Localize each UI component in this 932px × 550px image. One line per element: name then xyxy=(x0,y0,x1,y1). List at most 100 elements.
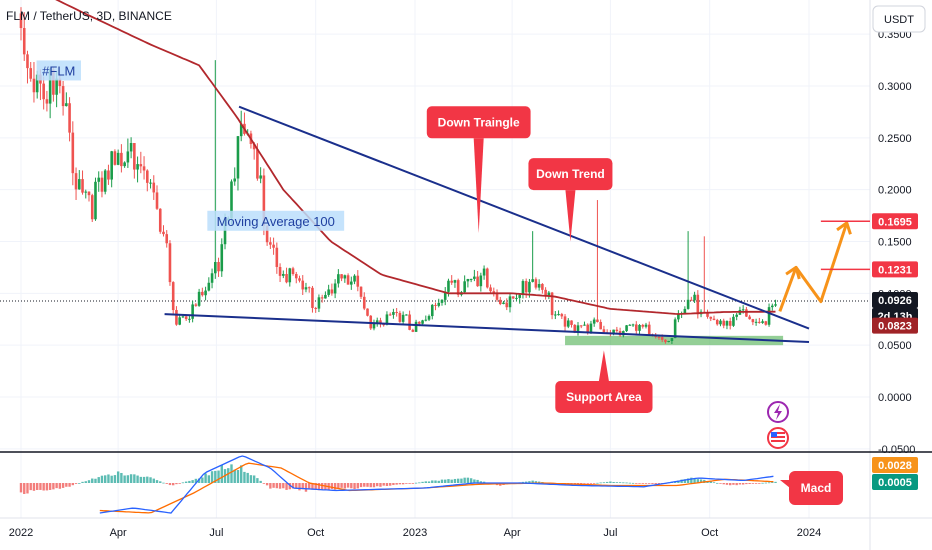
candle-body[interactable] xyxy=(447,280,450,292)
candle-body[interactable] xyxy=(194,304,198,306)
candle-body[interactable] xyxy=(563,316,567,327)
candle-body[interactable] xyxy=(84,191,88,193)
candle-body[interactable] xyxy=(505,302,509,308)
candle-body[interactable] xyxy=(405,314,408,316)
candle-body[interactable] xyxy=(754,321,758,323)
candle-body[interactable] xyxy=(307,287,311,289)
currency-button[interactable]: USDT xyxy=(872,5,926,33)
candle-body[interactable] xyxy=(288,268,292,283)
macd-price-tag[interactable]: 0.0005 xyxy=(872,474,918,490)
candle-body[interactable] xyxy=(42,83,45,100)
candle-body[interactable] xyxy=(764,321,768,325)
candle-body[interactable] xyxy=(32,78,36,93)
candle-body[interactable] xyxy=(466,279,470,282)
candle-body[interactable] xyxy=(732,316,735,326)
candle-body[interactable] xyxy=(110,151,113,180)
candle-body[interactable] xyxy=(495,293,499,300)
candle-body[interactable] xyxy=(411,329,415,332)
forecast-layer[interactable] xyxy=(778,220,870,312)
candle-body[interactable] xyxy=(350,281,353,285)
candle-body[interactable] xyxy=(184,316,188,320)
candle-body[interactable] xyxy=(375,320,379,323)
candle-body[interactable] xyxy=(715,319,719,325)
candle-body[interactable] xyxy=(220,244,224,272)
candle-body[interactable] xyxy=(761,321,764,323)
candle-body[interactable] xyxy=(230,181,233,219)
candle-body[interactable] xyxy=(155,192,159,209)
moving-average-label[interactable]: Moving Average 100 xyxy=(207,210,345,231)
candle-body[interactable] xyxy=(576,325,580,333)
candle-body[interactable] xyxy=(81,179,84,193)
x-tick-label[interactable]: 2024 xyxy=(797,527,821,539)
candle-body[interactable] xyxy=(133,142,136,170)
candle-body[interactable] xyxy=(524,281,528,293)
candle-body[interactable] xyxy=(628,324,632,326)
candle-body[interactable] xyxy=(531,279,534,282)
upper-trendline[interactable] xyxy=(238,105,810,330)
ticker-tag[interactable]: #FLM xyxy=(36,60,81,81)
candle-body[interactable] xyxy=(579,325,583,327)
candle-body[interactable] xyxy=(498,299,502,305)
candle-body[interactable] xyxy=(463,281,466,293)
candle-body[interactable] xyxy=(340,274,343,279)
candle-body[interactable] xyxy=(181,316,185,318)
x-tick-label[interactable]: Jul xyxy=(603,527,617,539)
candle-body[interactable] xyxy=(673,319,677,339)
candle-body[interactable] xyxy=(508,296,512,308)
price-tag[interactable]: 0.1231 xyxy=(872,261,918,278)
candle-body[interactable] xyxy=(252,143,256,150)
candle-body[interactable] xyxy=(77,179,81,190)
candle-body[interactable] xyxy=(294,273,298,279)
candle-body[interactable] xyxy=(100,177,104,192)
candle-body[interactable] xyxy=(748,316,751,320)
candle-body[interactable] xyxy=(473,276,476,279)
candle-body[interactable] xyxy=(204,290,207,296)
candle-body[interactable] xyxy=(120,152,123,167)
down-trend-callout[interactable]: Down Trend xyxy=(528,158,613,242)
candle-body[interactable] xyxy=(343,275,347,279)
candle-body[interactable] xyxy=(690,299,693,301)
candle-body[interactable] xyxy=(178,317,181,325)
candle-body[interactable] xyxy=(372,322,376,329)
candle-body[interactable] xyxy=(330,289,334,294)
candle-body[interactable] xyxy=(90,195,94,220)
candle-body[interactable] xyxy=(541,284,544,290)
candle-body[interactable] xyxy=(418,321,421,324)
candle-body[interactable] xyxy=(45,99,49,104)
x-tick-label[interactable]: Apr xyxy=(504,527,521,539)
candle-body[interactable] xyxy=(314,307,317,309)
candle-body[interactable] xyxy=(107,170,110,180)
candle-body[interactable] xyxy=(638,324,641,331)
candle-body[interactable] xyxy=(158,208,162,232)
candle-body[interactable] xyxy=(71,132,75,174)
us-flag-icon[interactable] xyxy=(767,427,789,449)
candle-body[interactable] xyxy=(631,324,635,326)
candle-body[interactable] xyxy=(566,320,570,327)
candle-body[interactable] xyxy=(414,321,418,332)
candle-body[interactable] xyxy=(544,289,547,297)
candle-body[interactable] xyxy=(65,103,68,107)
candle-body[interactable] xyxy=(362,296,366,309)
candle-body[interactable] xyxy=(317,297,321,309)
candle-body[interactable] xyxy=(282,273,285,276)
candle-body[interactable] xyxy=(696,294,700,315)
candle-body[interactable] xyxy=(285,273,288,283)
candle-body[interactable] xyxy=(29,68,33,79)
candle-body[interactable] xyxy=(728,321,732,326)
candle-body[interactable] xyxy=(751,319,755,323)
candle-body[interactable] xyxy=(667,340,670,342)
candle-body[interactable] xyxy=(136,164,139,170)
candle-body[interactable] xyxy=(103,170,107,192)
macd-price-tag[interactable]: 0.0028 xyxy=(872,457,918,473)
price-tag[interactable]: 0.0926 xyxy=(872,292,918,309)
candle-body[interactable] xyxy=(123,162,126,167)
candle-body[interactable] xyxy=(175,310,178,325)
candle-body[interactable] xyxy=(482,268,486,276)
candle-body[interactable] xyxy=(210,273,214,283)
candle-body[interactable] xyxy=(534,279,538,288)
candle-body[interactable] xyxy=(644,324,648,327)
candle-body[interactable] xyxy=(725,321,729,326)
candle-body[interactable] xyxy=(453,280,457,283)
candle-body[interactable] xyxy=(515,297,518,299)
candle-body[interactable] xyxy=(719,320,722,325)
